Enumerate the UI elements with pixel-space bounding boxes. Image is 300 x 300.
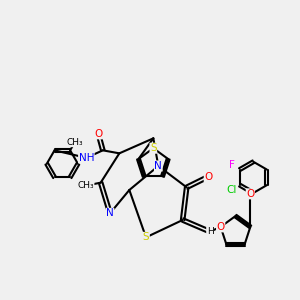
Text: NH: NH xyxy=(79,153,94,163)
Text: S: S xyxy=(143,232,149,242)
Text: H: H xyxy=(207,227,213,236)
Text: S: S xyxy=(150,143,157,153)
Text: CH₃: CH₃ xyxy=(67,138,83,147)
Text: O: O xyxy=(217,222,225,232)
Text: F: F xyxy=(229,160,235,170)
Text: N: N xyxy=(154,161,162,171)
Text: N: N xyxy=(106,208,114,218)
Text: O: O xyxy=(204,172,212,182)
Text: Cl: Cl xyxy=(226,185,237,195)
Text: O: O xyxy=(94,129,103,139)
Text: O: O xyxy=(246,189,254,199)
Text: CH₃: CH₃ xyxy=(77,181,94,190)
